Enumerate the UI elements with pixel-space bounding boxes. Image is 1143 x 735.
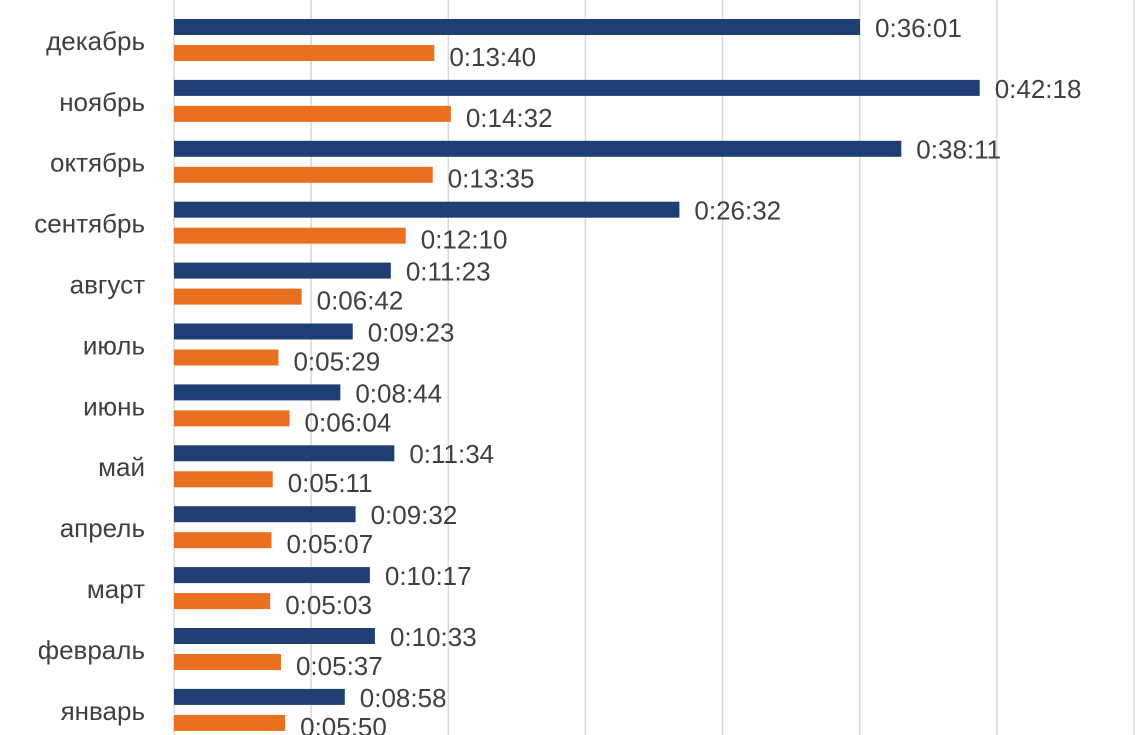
- bar: [174, 201, 680, 218]
- bar: [174, 410, 290, 427]
- y-tick-label: май: [98, 452, 145, 482]
- data-label: 0:13:35: [448, 164, 535, 194]
- data-label: 0:06:04: [305, 407, 392, 437]
- bar: [174, 227, 406, 244]
- data-label: 0:08:44: [355, 378, 442, 408]
- data-label: 0:11:23: [406, 256, 491, 286]
- bar: [174, 654, 281, 670]
- data-label: 0:06:42: [317, 285, 404, 315]
- bar: [174, 628, 375, 644]
- data-label: 0:42:18: [995, 74, 1082, 104]
- data-label: 0:09:23: [368, 317, 455, 347]
- y-tick-label: июль: [83, 330, 145, 360]
- bar: [174, 79, 980, 96]
- bar: [174, 532, 272, 549]
- bar: [174, 384, 341, 401]
- data-label: 0:13:40: [449, 42, 536, 72]
- bar: [174, 45, 435, 61]
- bar: [174, 349, 279, 366]
- bar: [174, 19, 861, 35]
- data-label: 0:14:32: [466, 103, 553, 133]
- data-label: 0:10:33: [390, 622, 477, 652]
- y-tick-label: август: [70, 269, 145, 299]
- y-tick-label: сентябрь: [34, 209, 145, 239]
- bar: [174, 323, 353, 340]
- bar: [174, 593, 271, 610]
- data-label: 0:36:01: [875, 13, 962, 43]
- bar: [174, 567, 370, 584]
- y-tick-label: апрель: [60, 513, 145, 543]
- data-label: 0:12:10: [421, 225, 508, 255]
- bar: [174, 471, 273, 488]
- bar: [174, 262, 391, 279]
- data-label: 0:05:29: [293, 346, 380, 376]
- data-label: 0:05:11: [288, 468, 373, 498]
- data-label: 0:38:11: [916, 135, 1001, 165]
- bar: [174, 445, 395, 462]
- bar: [174, 105, 451, 122]
- bar: [174, 714, 286, 731]
- data-label: 0:11:34: [409, 439, 494, 469]
- y-tick-label: январь: [61, 696, 145, 726]
- data-label: 0:09:32: [371, 500, 458, 530]
- y-tick-label: февраль: [38, 635, 145, 665]
- y-tick-label: ноябрь: [59, 87, 145, 117]
- y-tick-label: март: [87, 574, 145, 604]
- y-tick-label: октябрь: [50, 148, 145, 178]
- bar: [174, 688, 345, 705]
- data-label: 0:05:07: [286, 529, 373, 559]
- data-label: 0:05:03: [285, 590, 372, 620]
- bar: [174, 288, 302, 305]
- bar: [174, 166, 433, 183]
- bar: [174, 140, 902, 157]
- data-label: 0:05:50: [300, 712, 387, 735]
- data-label: 0:26:32: [694, 196, 781, 226]
- data-label: 0:08:58: [360, 683, 447, 713]
- data-label: 0:10:17: [385, 561, 472, 591]
- y-tick-label: декабрь: [46, 26, 145, 56]
- data-label: 0:05:37: [296, 651, 383, 681]
- bar: [174, 506, 356, 523]
- y-tick-label: июнь: [83, 391, 145, 421]
